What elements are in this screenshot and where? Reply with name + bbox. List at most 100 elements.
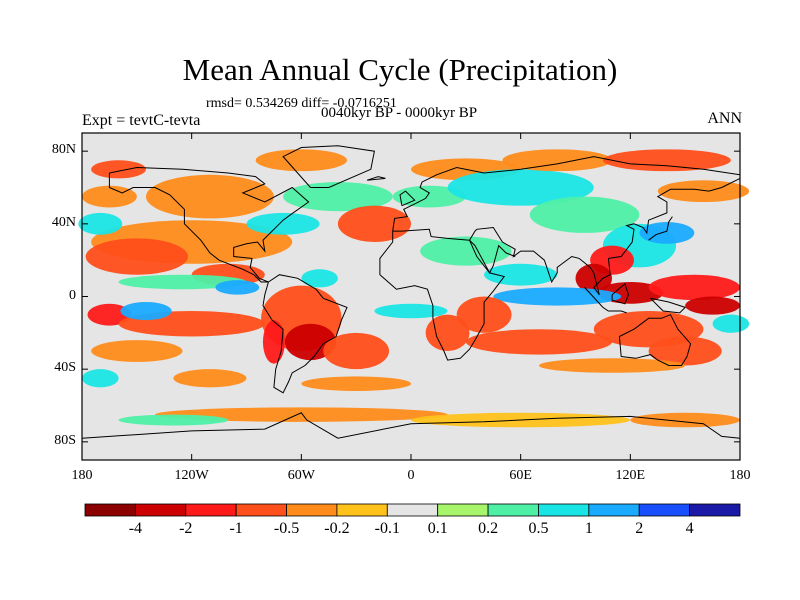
lat-tick-label: 40S [54, 360, 76, 376]
anomaly-region [118, 274, 247, 290]
period-label: 0040kyr BP - 0000kyr BP [321, 105, 478, 121]
colorbar-box [538, 503, 590, 517]
colorbar-label: -4 [128, 520, 143, 537]
anomaly-region [502, 149, 613, 172]
season-label: ANN [707, 110, 742, 127]
anomaly-region [648, 274, 740, 301]
coastlines [81, 145, 741, 439]
colorbar-label: -0.5 [273, 520, 300, 537]
coastline [648, 216, 673, 241]
anomaly-region [301, 269, 338, 288]
anomaly-region [484, 263, 558, 286]
anomaly-region [155, 407, 448, 422]
lon-tick-label: 60E [509, 468, 532, 483]
anomaly-region [630, 412, 741, 428]
colorbar-box [336, 503, 388, 517]
coastline [399, 190, 416, 207]
anomaly-region [118, 414, 229, 426]
colorbar-label: 0.2 [478, 520, 499, 537]
colorbar-label: 0.1 [427, 520, 448, 537]
lon-tick-label: 0 [407, 468, 415, 483]
anomaly-region [648, 336, 722, 366]
coastline [611, 282, 630, 305]
anomaly-region [538, 358, 686, 373]
colorbar-label: -1 [229, 520, 243, 537]
anomaly-region [323, 332, 390, 370]
experiment-label: Expt = tevtC-tevta [82, 112, 201, 129]
stats-line: rmsd= 0.534269 diff= -0.0716251 [206, 96, 397, 111]
anomaly-region [82, 369, 119, 388]
colorbar-box [185, 503, 237, 517]
anomaly-region [639, 222, 695, 244]
anomaly-region [91, 340, 183, 362]
anomaly-region [85, 238, 189, 275]
coastline [618, 314, 692, 366]
anomaly-region [657, 180, 750, 203]
lon-tick-label: 60W [287, 468, 315, 483]
colorbar-label: 2 [635, 520, 644, 537]
colorbar-label: 4 [685, 520, 694, 537]
colorbar-label: -0.2 [324, 520, 350, 537]
colorbar-box [487, 503, 539, 517]
anomaly-region [337, 205, 412, 242]
anomaly-region [493, 287, 622, 306]
axis-ticks [81, 133, 741, 460]
anomaly-region [575, 263, 613, 293]
colorbar-box [689, 503, 741, 517]
coastline [469, 239, 516, 274]
anomaly-region [447, 169, 594, 206]
anomaly-region [301, 376, 411, 391]
plot-title: Mean Annual Cycle (Precipitation) [182, 52, 618, 87]
coastline [392, 156, 741, 232]
coastline [262, 274, 348, 394]
anomaly-region [262, 320, 285, 364]
coastline [584, 287, 627, 314]
anomaly-region [374, 303, 448, 319]
lon-tick-label: 120E [615, 468, 646, 483]
anomaly-region [712, 314, 750, 333]
colorbar [84, 503, 741, 517]
lon-tick-label: 180 [729, 468, 751, 483]
coastline [379, 228, 506, 361]
coastline [650, 297, 687, 314]
colorbar-box [386, 503, 439, 517]
colorbar-box [437, 503, 489, 517]
colorbar-box [235, 503, 287, 517]
colorbar-label: -2 [179, 520, 193, 537]
lat-tick-label: 40N [51, 214, 76, 230]
anomaly-region [529, 196, 640, 233]
anomaly-region [87, 303, 132, 326]
anomaly-region [465, 329, 613, 355]
lat-tick-label: 0 [69, 287, 76, 303]
lat-tick-label: 80N [51, 142, 76, 158]
anomaly-region [120, 301, 172, 321]
anomaly-region [602, 149, 731, 172]
anomaly-region [685, 296, 740, 315]
coastline [469, 177, 741, 296]
anomaly-region [246, 212, 320, 235]
anomaly-region [82, 185, 137, 208]
anomaly-region [420, 236, 512, 266]
colorbar-box [84, 503, 136, 517]
lat-tick-label: 80S [54, 432, 76, 448]
anomaly-region [283, 182, 393, 212]
coastline [108, 166, 310, 283]
anomaly-region [425, 314, 470, 352]
anomaly-region [91, 160, 146, 179]
anomaly-region [78, 212, 123, 235]
anomaly-region [255, 149, 348, 172]
colorbar-box [134, 503, 187, 517]
anomaly-region [215, 280, 260, 295]
coastline [366, 176, 386, 181]
anomaly-region [145, 174, 274, 219]
colorbar-box [286, 503, 338, 517]
colorbar-label: -0.1 [374, 520, 400, 537]
anomaly-field [78, 133, 750, 460]
colorbar-label: 0.5 [528, 520, 549, 537]
coastline [282, 145, 375, 188]
lon-tick-label: 180 [71, 468, 93, 483]
colorbar-label: 1 [584, 520, 593, 537]
colorbar-box [588, 503, 640, 517]
colorbar-box [638, 503, 691, 517]
